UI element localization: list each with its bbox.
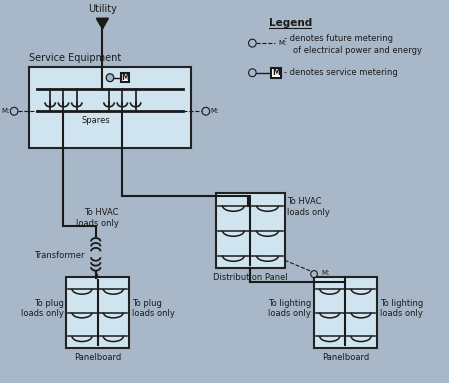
Bar — [271, 68, 281, 78]
Text: M:: M: — [321, 270, 330, 276]
Text: Spares: Spares — [81, 116, 110, 125]
Text: To lighting
loads only: To lighting loads only — [268, 299, 311, 318]
Text: M:: M: — [210, 108, 219, 114]
Circle shape — [10, 107, 18, 115]
Text: Service Equipment: Service Equipment — [29, 53, 122, 63]
Bar — [216, 193, 285, 268]
Circle shape — [202, 107, 210, 115]
Text: To plug
loads only: To plug loads only — [21, 299, 63, 318]
Text: Utility: Utility — [88, 3, 117, 13]
Text: M: M — [121, 73, 129, 82]
Text: Panelboard: Panelboard — [74, 353, 121, 362]
Text: M: M — [272, 68, 280, 77]
Text: - denotes service metering: - denotes service metering — [284, 68, 397, 77]
Text: of electrical power and energy: of electrical power and energy — [293, 46, 422, 54]
Circle shape — [249, 39, 256, 47]
Polygon shape — [97, 18, 108, 28]
Bar — [121, 73, 129, 82]
Text: Panelboard: Panelboard — [322, 353, 369, 362]
Text: To lighting
loads only: To lighting loads only — [379, 299, 423, 318]
Text: To HVAC
loads only: To HVAC loads only — [75, 208, 119, 228]
Text: To plug
loads only: To plug loads only — [132, 299, 175, 318]
Bar — [314, 277, 377, 348]
Circle shape — [311, 271, 317, 278]
Text: M:: M: — [1, 108, 10, 114]
Circle shape — [249, 69, 256, 77]
Text: Transformer: Transformer — [34, 251, 84, 260]
Text: To HVAC
loads only: To HVAC loads only — [287, 197, 330, 217]
Text: M:: M: — [278, 40, 286, 46]
Bar — [241, 11, 427, 98]
Bar — [29, 67, 191, 148]
Text: - denotes future metering: - denotes future metering — [284, 34, 393, 43]
Text: Legend: Legend — [269, 18, 312, 28]
Text: Distribution Panel: Distribution Panel — [213, 273, 288, 282]
Circle shape — [106, 74, 114, 82]
Bar — [66, 277, 129, 348]
